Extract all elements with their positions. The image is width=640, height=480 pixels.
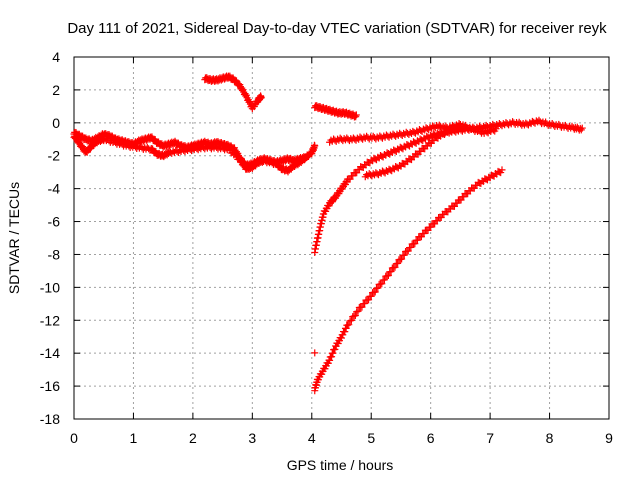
data-point xyxy=(342,324,350,332)
data-points xyxy=(70,72,586,395)
data-point xyxy=(371,288,379,296)
axis-ticks: 0 1 2 3 4 5 6 7 8 9 4 2 0 -2 -4 -6 -8 -10 -12 -14 -16 -18 xyxy=(40,49,613,446)
plot-frame xyxy=(73,56,610,420)
data-point xyxy=(358,303,366,311)
data-point xyxy=(374,284,382,292)
x-tick-label: 1 xyxy=(130,430,138,446)
data-point xyxy=(394,259,402,267)
data-point xyxy=(380,276,388,284)
data-point xyxy=(257,94,265,102)
data-point xyxy=(387,268,395,276)
data-point xyxy=(329,349,337,357)
data-point xyxy=(301,153,309,161)
series-track-e xyxy=(311,116,586,256)
y-tick-label: -12 xyxy=(40,312,60,328)
data-point xyxy=(398,255,406,263)
data-point xyxy=(365,296,373,304)
data-point xyxy=(578,124,586,132)
data-point xyxy=(455,123,463,131)
y-tick-label: -2 xyxy=(48,148,61,164)
data-point xyxy=(378,280,386,288)
x-tick-label: 9 xyxy=(605,430,613,446)
data-point xyxy=(391,263,399,271)
x-tick-label: 0 xyxy=(70,430,78,446)
data-point xyxy=(341,328,349,336)
series-track-f xyxy=(311,166,506,395)
x-tick-label: 4 xyxy=(308,430,316,446)
series-track-d xyxy=(311,102,360,121)
data-point xyxy=(311,142,319,150)
data-point xyxy=(492,125,500,133)
y-axis-label: SDTVAR / TECUs xyxy=(6,182,22,294)
y-tick-label: -16 xyxy=(40,378,60,394)
data-point xyxy=(361,300,369,308)
data-point xyxy=(354,307,362,315)
y-tick-label: -8 xyxy=(48,246,61,262)
x-tick-label: 3 xyxy=(248,430,256,446)
data-point xyxy=(404,247,412,255)
data-point xyxy=(345,321,353,329)
series-track-c xyxy=(201,72,265,113)
y-tick-label: 4 xyxy=(52,49,60,65)
y-tick-label: -6 xyxy=(48,214,61,230)
x-tick-label: 7 xyxy=(486,430,494,446)
data-point xyxy=(302,154,310,162)
y-tick-label: -10 xyxy=(40,279,60,295)
data-point xyxy=(411,240,419,248)
y-tick-label: 2 xyxy=(52,82,60,98)
series-track-b xyxy=(70,132,310,176)
data-point xyxy=(338,334,345,342)
y-tick-label: -18 xyxy=(40,411,60,427)
data-point xyxy=(352,111,360,119)
data-point xyxy=(407,243,415,251)
series-track-h xyxy=(361,123,464,181)
data-point xyxy=(347,316,355,324)
data-point xyxy=(331,345,339,353)
x-tick-label: 6 xyxy=(427,430,435,446)
chart-title: Day 111 of 2021, Sidereal Day-to-day VTE… xyxy=(67,20,607,37)
y-tick-label: -4 xyxy=(48,181,61,197)
series-isolated xyxy=(311,349,319,357)
data-point xyxy=(326,356,334,364)
x-axis-label: GPS time / hours xyxy=(287,457,394,473)
data-point xyxy=(367,292,375,300)
x-tick-label: 5 xyxy=(367,430,375,446)
data-point xyxy=(456,124,464,132)
x-tick-label: 8 xyxy=(546,430,554,446)
data-point xyxy=(311,349,319,357)
x-tick-label: 2 xyxy=(189,430,197,446)
data-point xyxy=(242,92,250,100)
y-tick-label: -14 xyxy=(40,345,60,361)
data-point xyxy=(498,166,506,174)
data-point xyxy=(384,272,392,280)
data-point xyxy=(351,312,359,320)
data-point xyxy=(400,251,408,259)
data-point xyxy=(328,353,336,361)
y-tick-label: 0 xyxy=(52,115,60,131)
